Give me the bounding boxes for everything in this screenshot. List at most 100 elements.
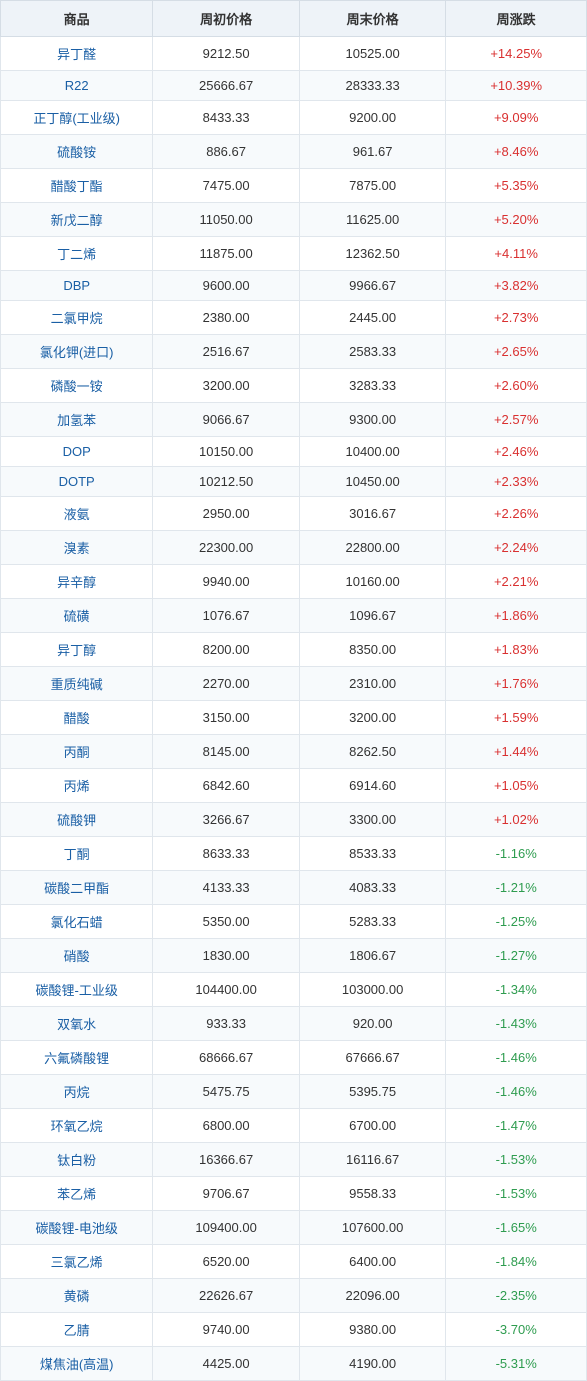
table-row: 新戊二醇11050.0011625.00+5.20%: [1, 203, 587, 237]
cell-change: +2.24%: [446, 531, 587, 565]
cell-product: 氯化钾(进口): [1, 335, 153, 369]
cell-start-price: 1830.00: [153, 939, 300, 973]
table-row: 溴素22300.0022800.00+2.24%: [1, 531, 587, 565]
cell-start-price: 9706.67: [153, 1177, 300, 1211]
cell-start-price: 2516.67: [153, 335, 300, 369]
cell-end-price: 103000.00: [299, 973, 446, 1007]
table-row: 硫酸钾3266.673300.00+1.02%: [1, 803, 587, 837]
cell-end-price: 107600.00: [299, 1211, 446, 1245]
cell-change: +2.33%: [446, 467, 587, 497]
table-row: 异辛醇9940.0010160.00+2.21%: [1, 565, 587, 599]
cell-end-price: 961.67: [299, 135, 446, 169]
cell-end-price: 12362.50: [299, 237, 446, 271]
cell-start-price: 11050.00: [153, 203, 300, 237]
table-body: 异丁醛9212.5010525.00+14.25%R2225666.672833…: [1, 37, 587, 1381]
cell-end-price: 28333.33: [299, 71, 446, 101]
cell-start-price: 4133.33: [153, 871, 300, 905]
cell-start-price: 2950.00: [153, 497, 300, 531]
cell-start-price: 3150.00: [153, 701, 300, 735]
cell-start-price: 8200.00: [153, 633, 300, 667]
col-product: 商品: [1, 1, 153, 37]
cell-start-price: 7475.00: [153, 169, 300, 203]
cell-product: 醋酸: [1, 701, 153, 735]
cell-start-price: 9066.67: [153, 403, 300, 437]
cell-change: -1.34%: [446, 973, 587, 1007]
cell-product: 新戊二醇: [1, 203, 153, 237]
cell-start-price: 10150.00: [153, 437, 300, 467]
cell-product: 溴素: [1, 531, 153, 565]
cell-change: +9.09%: [446, 101, 587, 135]
cell-start-price: 9940.00: [153, 565, 300, 599]
table-row: 异丁醇8200.008350.00+1.83%: [1, 633, 587, 667]
cell-product: 硫酸钾: [1, 803, 153, 837]
table-row: 氯化石蜡5350.005283.33-1.25%: [1, 905, 587, 939]
cell-product: 正丁醇(工业级): [1, 101, 153, 135]
cell-end-price: 2445.00: [299, 301, 446, 335]
cell-end-price: 8533.33: [299, 837, 446, 871]
table-row: 醋酸3150.003200.00+1.59%: [1, 701, 587, 735]
cell-change: -1.27%: [446, 939, 587, 973]
cell-start-price: 11875.00: [153, 237, 300, 271]
table-row: DBP9600.009966.67+3.82%: [1, 271, 587, 301]
table-row: 丁二烯11875.0012362.50+4.11%: [1, 237, 587, 271]
cell-product: 丙烷: [1, 1075, 153, 1109]
cell-product: 六氟磷酸锂: [1, 1041, 153, 1075]
cell-product: 环氧乙烷: [1, 1109, 153, 1143]
cell-start-price: 9740.00: [153, 1313, 300, 1347]
cell-change: -1.47%: [446, 1109, 587, 1143]
cell-start-price: 68666.67: [153, 1041, 300, 1075]
cell-change: -1.46%: [446, 1041, 587, 1075]
table-row: 丙烯6842.606914.60+1.05%: [1, 769, 587, 803]
table-row: 醋酸丁酯7475.007875.00+5.35%: [1, 169, 587, 203]
table-row: 加氢苯9066.679300.00+2.57%: [1, 403, 587, 437]
cell-product: 乙腈: [1, 1313, 153, 1347]
cell-change: -2.35%: [446, 1279, 587, 1313]
cell-change: -5.31%: [446, 1347, 587, 1381]
cell-start-price: 25666.67: [153, 71, 300, 101]
cell-change: +2.60%: [446, 369, 587, 403]
cell-start-price: 6520.00: [153, 1245, 300, 1279]
cell-start-price: 16366.67: [153, 1143, 300, 1177]
cell-product: 液氨: [1, 497, 153, 531]
table-row: 重质纯碱2270.002310.00+1.76%: [1, 667, 587, 701]
cell-end-price: 9300.00: [299, 403, 446, 437]
cell-start-price: 104400.00: [153, 973, 300, 1007]
cell-product: 硝酸: [1, 939, 153, 973]
col-change: 周涨跌: [446, 1, 587, 37]
cell-end-price: 9558.33: [299, 1177, 446, 1211]
cell-product: DBP: [1, 271, 153, 301]
cell-start-price: 2380.00: [153, 301, 300, 335]
cell-end-price: 9200.00: [299, 101, 446, 135]
cell-end-price: 5395.75: [299, 1075, 446, 1109]
col-end-price: 周末价格: [299, 1, 446, 37]
cell-product: 重质纯碱: [1, 667, 153, 701]
cell-change: -1.84%: [446, 1245, 587, 1279]
cell-change: -1.43%: [446, 1007, 587, 1041]
cell-start-price: 8145.00: [153, 735, 300, 769]
table-row: 硝酸1830.001806.67-1.27%: [1, 939, 587, 973]
cell-start-price: 3266.67: [153, 803, 300, 837]
cell-start-price: 109400.00: [153, 1211, 300, 1245]
table-row: 苯乙烯9706.679558.33-1.53%: [1, 1177, 587, 1211]
table-row: 碳酸锂-电池级109400.00107600.00-1.65%: [1, 1211, 587, 1245]
cell-end-price: 3283.33: [299, 369, 446, 403]
cell-end-price: 6700.00: [299, 1109, 446, 1143]
cell-change: +5.35%: [446, 169, 587, 203]
cell-start-price: 8433.33: [153, 101, 300, 135]
cell-end-price: 16116.67: [299, 1143, 446, 1177]
table-row: 异丁醛9212.5010525.00+14.25%: [1, 37, 587, 71]
cell-product: 异丁醇: [1, 633, 153, 667]
cell-change: -1.21%: [446, 871, 587, 905]
table-row: 碳酸锂-工业级104400.00103000.00-1.34%: [1, 973, 587, 1007]
cell-change: +1.83%: [446, 633, 587, 667]
cell-change: +1.59%: [446, 701, 587, 735]
cell-start-price: 22626.67: [153, 1279, 300, 1313]
cell-change: +2.21%: [446, 565, 587, 599]
cell-product: 醋酸丁酯: [1, 169, 153, 203]
cell-product: 二氯甲烷: [1, 301, 153, 335]
cell-start-price: 9600.00: [153, 271, 300, 301]
cell-start-price: 10212.50: [153, 467, 300, 497]
cell-end-price: 11625.00: [299, 203, 446, 237]
cell-end-price: 6914.60: [299, 769, 446, 803]
cell-change: +1.02%: [446, 803, 587, 837]
